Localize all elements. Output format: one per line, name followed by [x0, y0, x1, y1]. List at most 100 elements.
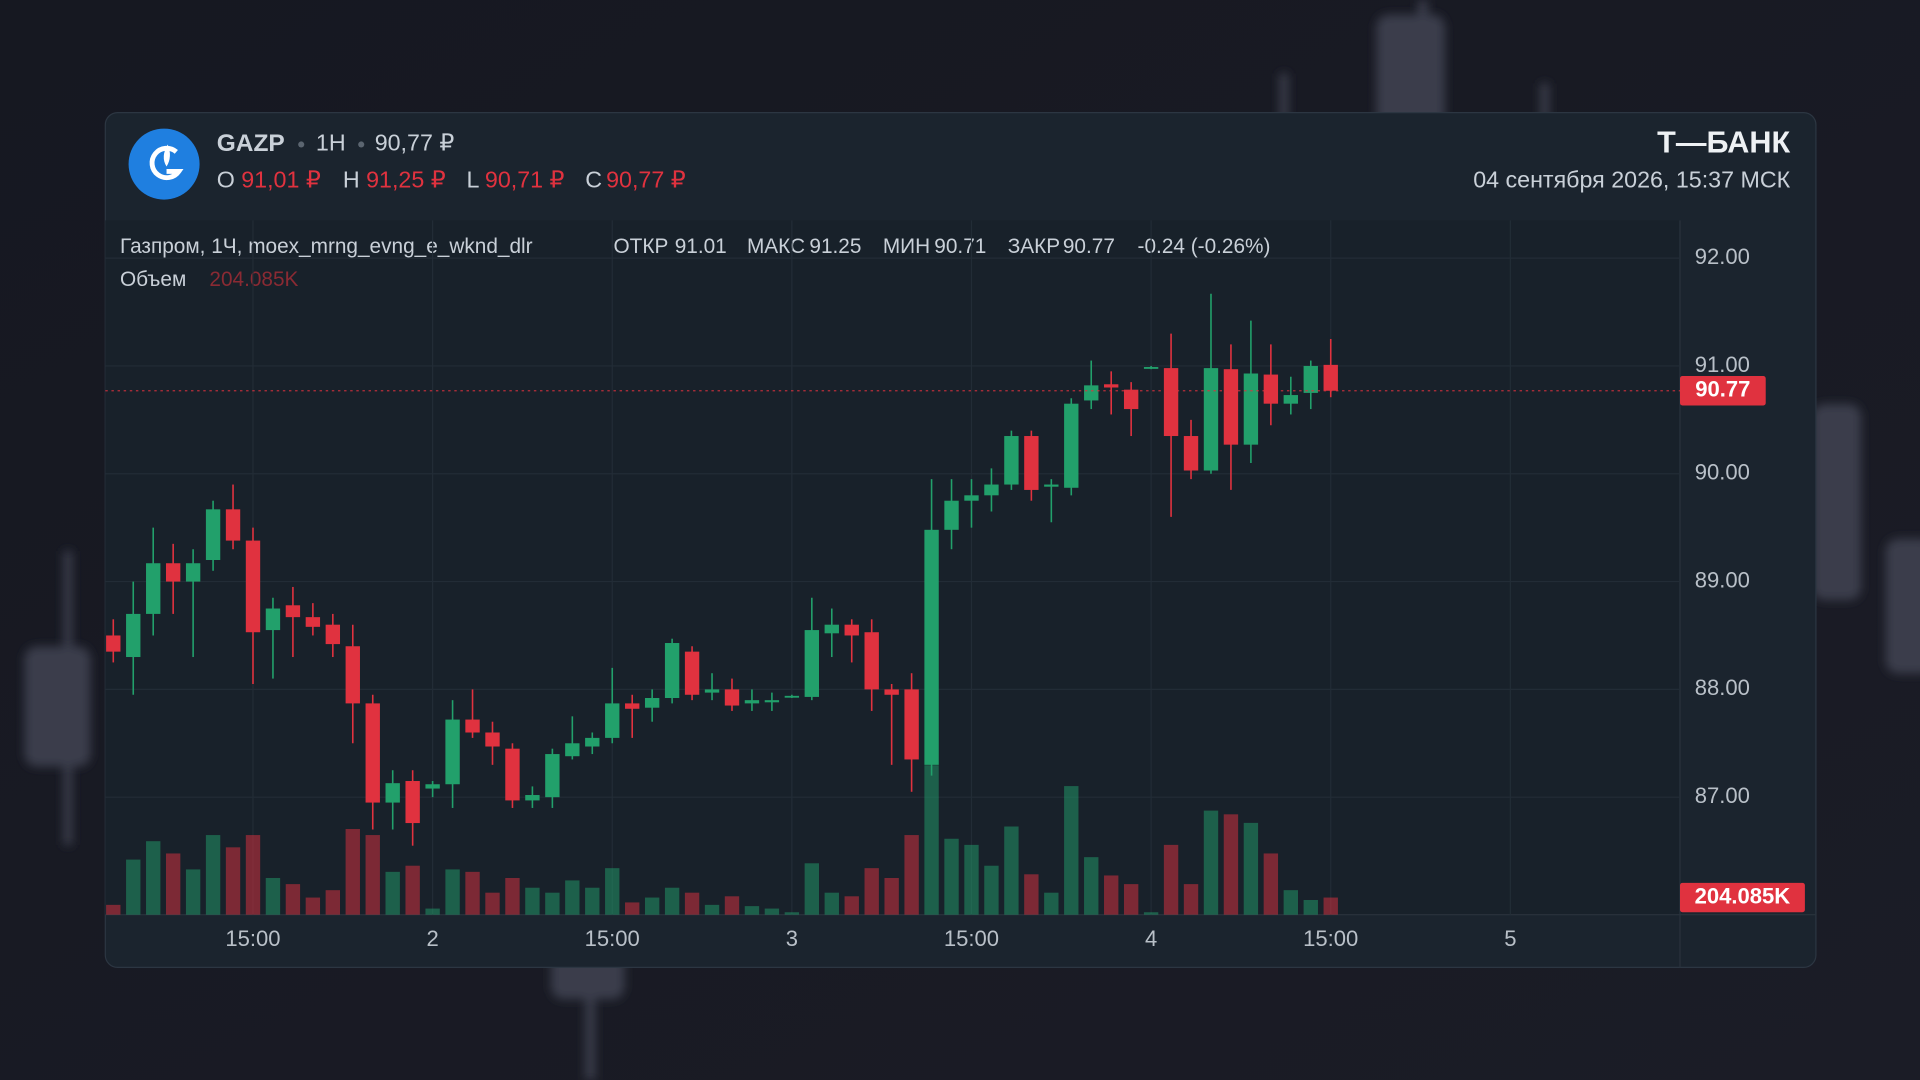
- candle-body: [1283, 395, 1299, 404]
- legend-volume-value: 204.085K: [209, 268, 298, 291]
- volume-bar: [844, 896, 859, 915]
- candle-body: [225, 509, 241, 541]
- volume-bar: [1203, 810, 1219, 915]
- x-tick-label: 5: [1504, 926, 1516, 951]
- volume-badge: [1680, 882, 1805, 913]
- candle-body: [1163, 368, 1179, 437]
- ohlc-key: L: [467, 166, 480, 192]
- volume-bar: [505, 877, 520, 915]
- legend-name: Газпром, 1Ч, moex_mrng_evng_e_wknd_dlr: [120, 235, 533, 258]
- candle-body: [944, 500, 959, 530]
- datetime: 04 сентября 2026, 15:37 МСК: [1473, 166, 1790, 192]
- candle-body: [1044, 484, 1059, 487]
- candle-body: [1323, 364, 1338, 391]
- candle-body: [505, 748, 520, 801]
- candle-body: [1183, 436, 1199, 471]
- candle-body: [1263, 374, 1279, 404]
- volume-bar: [1163, 844, 1179, 915]
- volume-bar: [225, 847, 241, 915]
- volume-bar: [545, 892, 560, 915]
- volume-bar: [1084, 857, 1099, 915]
- candle-body: [1123, 389, 1139, 410]
- candle-body: [345, 646, 360, 704]
- candle-body: [924, 529, 939, 765]
- volume-bar: [1303, 899, 1318, 915]
- candle-body: [365, 703, 380, 803]
- logo: [128, 128, 200, 200]
- volume-bar: [365, 835, 380, 915]
- legend-key: МИН: [883, 235, 930, 258]
- volume-bar: [744, 906, 760, 915]
- volume-bar: [944, 838, 959, 915]
- x-tick-label: 15:00: [225, 926, 280, 951]
- x-tick-label: 3: [786, 926, 798, 951]
- legend-key: ЗАКР: [1008, 235, 1060, 258]
- candle-body: [165, 563, 181, 582]
- candle-body: [664, 643, 680, 698]
- volume-bar: [285, 884, 301, 915]
- volume-bar: [525, 887, 540, 915]
- legend-key: МАКС: [747, 235, 805, 258]
- volume-bar: [764, 908, 780, 915]
- candle-body: [1143, 367, 1159, 369]
- volume-bar: [924, 765, 939, 915]
- volume-bar: [804, 863, 820, 915]
- volume-bar: [485, 892, 500, 915]
- y-tick-label: 88.00: [1695, 675, 1750, 700]
- volume-bar: [465, 871, 480, 915]
- x-tick-label: 4: [1145, 926, 1157, 951]
- volume-bar: [305, 897, 321, 915]
- candle-body: [1104, 384, 1119, 388]
- candle-body: [1203, 368, 1219, 471]
- volume-bar: [325, 890, 341, 915]
- legend-value: 91.01: [675, 235, 727, 258]
- volume-bar: [864, 868, 879, 915]
- x-tick-label: 15:00: [1303, 926, 1358, 951]
- legend-value: 91.25: [809, 235, 861, 258]
- volume-bar: [784, 912, 800, 915]
- volume-bar: [684, 892, 700, 915]
- ohlc-key: H: [343, 166, 360, 192]
- candle-body: [285, 605, 301, 618]
- volume-bar: [385, 871, 400, 915]
- candle-body: [205, 509, 221, 561]
- volume-bar: [425, 908, 440, 915]
- candle-body: [1004, 436, 1019, 485]
- candle-body: [185, 563, 201, 582]
- decor-candles: [24, 0, 1920, 1080]
- interval: 1H: [316, 130, 346, 156]
- candle-body: [764, 700, 780, 703]
- candle-body: [684, 651, 700, 695]
- legend-value: 90.77: [1063, 235, 1115, 258]
- volume-bar: [625, 902, 640, 915]
- candle-body: [625, 703, 640, 709]
- candle-body: [425, 784, 440, 789]
- candle-body: [1024, 436, 1039, 490]
- candle-body: [465, 719, 480, 733]
- candle-body: [644, 697, 660, 708]
- x-tick-label: 2: [426, 926, 438, 951]
- volume-bar: [1323, 897, 1338, 915]
- candle-body: [844, 624, 859, 636]
- y-tick-label: 91.00: [1695, 352, 1750, 377]
- volume-bar: [1064, 786, 1079, 915]
- volume-bar: [185, 869, 201, 915]
- separator: [298, 141, 305, 148]
- candle-body: [964, 495, 979, 501]
- symbol: GAZP: [217, 130, 285, 157]
- volume-bar: [1143, 912, 1159, 915]
- candle-body: [146, 563, 161, 614]
- candle-body: [784, 695, 800, 698]
- volume-bar: [1283, 890, 1299, 915]
- volume-bar: [904, 835, 919, 915]
- volume-bar: [1123, 884, 1139, 915]
- volume-bar: [126, 859, 141, 915]
- candle-body: [1084, 385, 1099, 401]
- candle-body: [565, 743, 580, 757]
- volume-bar: [1263, 853, 1279, 915]
- candle-body: [744, 700, 760, 704]
- volume-bar: [724, 896, 740, 915]
- volume-bar: [345, 829, 360, 915]
- volume-bar: [704, 904, 720, 915]
